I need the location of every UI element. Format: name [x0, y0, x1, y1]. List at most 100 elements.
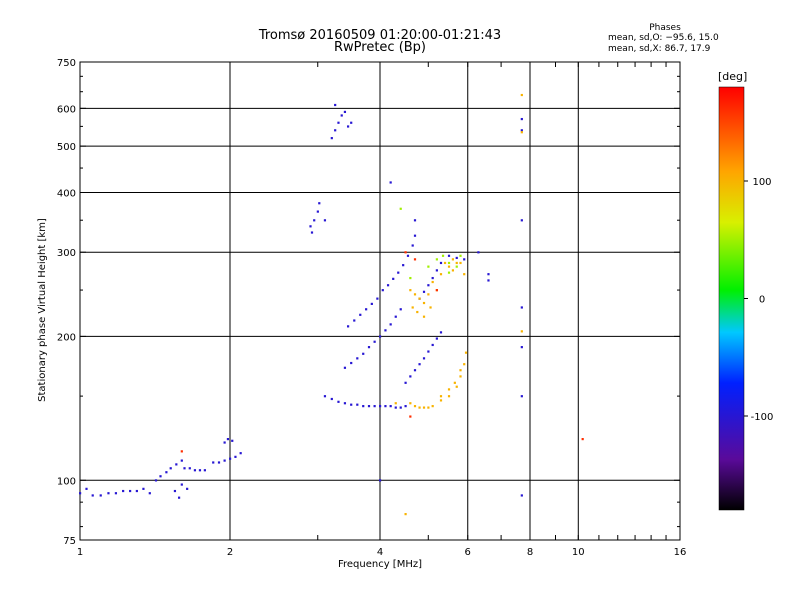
data-point	[309, 225, 312, 228]
data-point	[394, 402, 397, 405]
data-point	[373, 340, 376, 343]
data-point	[422, 315, 426, 318]
data-point	[175, 463, 178, 466]
data-point	[520, 346, 523, 349]
colorbar	[718, 86, 745, 511]
data-point	[313, 219, 316, 222]
data-point	[416, 310, 419, 314]
data-point	[367, 405, 371, 408]
data-point	[330, 137, 333, 140]
data-point	[180, 483, 183, 486]
data-point	[365, 308, 368, 311]
data-point	[520, 219, 523, 222]
data-point	[397, 271, 400, 274]
data-point	[234, 455, 237, 458]
data-point	[223, 441, 226, 444]
data-point	[409, 415, 412, 418]
data-point	[337, 121, 340, 124]
data-point	[427, 265, 430, 268]
y-axis-label: Stationary phase Virtual Height [km]	[37, 218, 48, 402]
stats-heading: Phases	[649, 23, 681, 33]
colorbar-ticks: 100 0 -100	[744, 177, 773, 423]
data-point	[435, 337, 438, 340]
data-point	[239, 452, 242, 455]
y-tick-label: 200	[57, 332, 76, 343]
data-point	[409, 375, 412, 378]
data-point	[226, 437, 230, 441]
data-point	[447, 395, 451, 398]
data-point	[413, 369, 417, 372]
data-point	[520, 93, 523, 97]
data-point	[409, 402, 412, 405]
data-point	[453, 381, 456, 384]
data-point	[379, 335, 382, 338]
data-point	[422, 301, 426, 305]
axis-ticks: 1 2 4 6 8 10 16 75 100 200 300 400 500 600 750	[57, 58, 686, 558]
data-point	[459, 254, 462, 257]
x-axis-label: Frequency [MHz]	[337, 559, 423, 570]
data-point	[459, 369, 462, 372]
data-point	[443, 261, 447, 265]
data-point	[439, 273, 443, 276]
data-point	[447, 265, 451, 268]
data-point	[79, 492, 82, 495]
data-point	[409, 289, 412, 292]
colorbar-tick-label: 100	[752, 177, 771, 188]
data-point	[346, 125, 350, 128]
data-point	[356, 357, 359, 360]
data-point	[451, 269, 455, 272]
data-point	[435, 289, 438, 292]
data-points	[79, 93, 584, 516]
data-point	[431, 343, 434, 347]
data-point	[91, 494, 94, 497]
data-point	[394, 315, 397, 318]
data-point	[353, 319, 356, 322]
x-tick-label: 16	[674, 547, 687, 558]
data-point	[350, 121, 353, 124]
data-point	[392, 277, 395, 280]
data-point	[520, 131, 523, 134]
data-point	[231, 439, 234, 442]
y-tick-label: 300	[57, 248, 76, 259]
data-point	[229, 457, 232, 460]
data-point	[435, 269, 438, 272]
data-point	[188, 467, 191, 470]
data-point	[520, 395, 523, 398]
y-tick-label: 500	[57, 142, 76, 153]
data-point	[186, 487, 189, 490]
data-point	[362, 352, 365, 355]
data-point	[223, 459, 226, 462]
data-point	[581, 437, 584, 441]
data-point	[379, 405, 382, 408]
data-point	[439, 395, 443, 398]
x-tick-label: 6	[465, 547, 471, 558]
data-point	[198, 469, 202, 472]
data-point	[464, 351, 468, 354]
data-point	[399, 308, 402, 311]
colorbar-tick-label: -100	[751, 412, 774, 423]
data-point	[165, 471, 168, 474]
data-point	[330, 397, 333, 401]
data-point	[411, 306, 414, 309]
data-point	[350, 403, 353, 406]
data-point	[154, 479, 158, 482]
data-point	[169, 467, 172, 470]
data-point	[439, 399, 443, 402]
data-point	[431, 280, 434, 284]
data-point	[418, 297, 421, 300]
y-tick-label: 75	[63, 536, 76, 547]
data-point	[520, 494, 523, 497]
data-point	[370, 302, 373, 305]
data-point	[455, 261, 458, 265]
data-point	[404, 251, 407, 254]
data-point	[217, 461, 221, 464]
y-tick-label: 750	[57, 58, 76, 69]
data-point	[340, 114, 343, 117]
data-point	[180, 450, 183, 453]
data-point	[463, 273, 466, 276]
data-point	[114, 492, 118, 495]
data-point	[463, 363, 466, 366]
data-point	[487, 279, 490, 282]
data-point	[402, 264, 405, 267]
y-tick-label: 600	[57, 104, 76, 115]
